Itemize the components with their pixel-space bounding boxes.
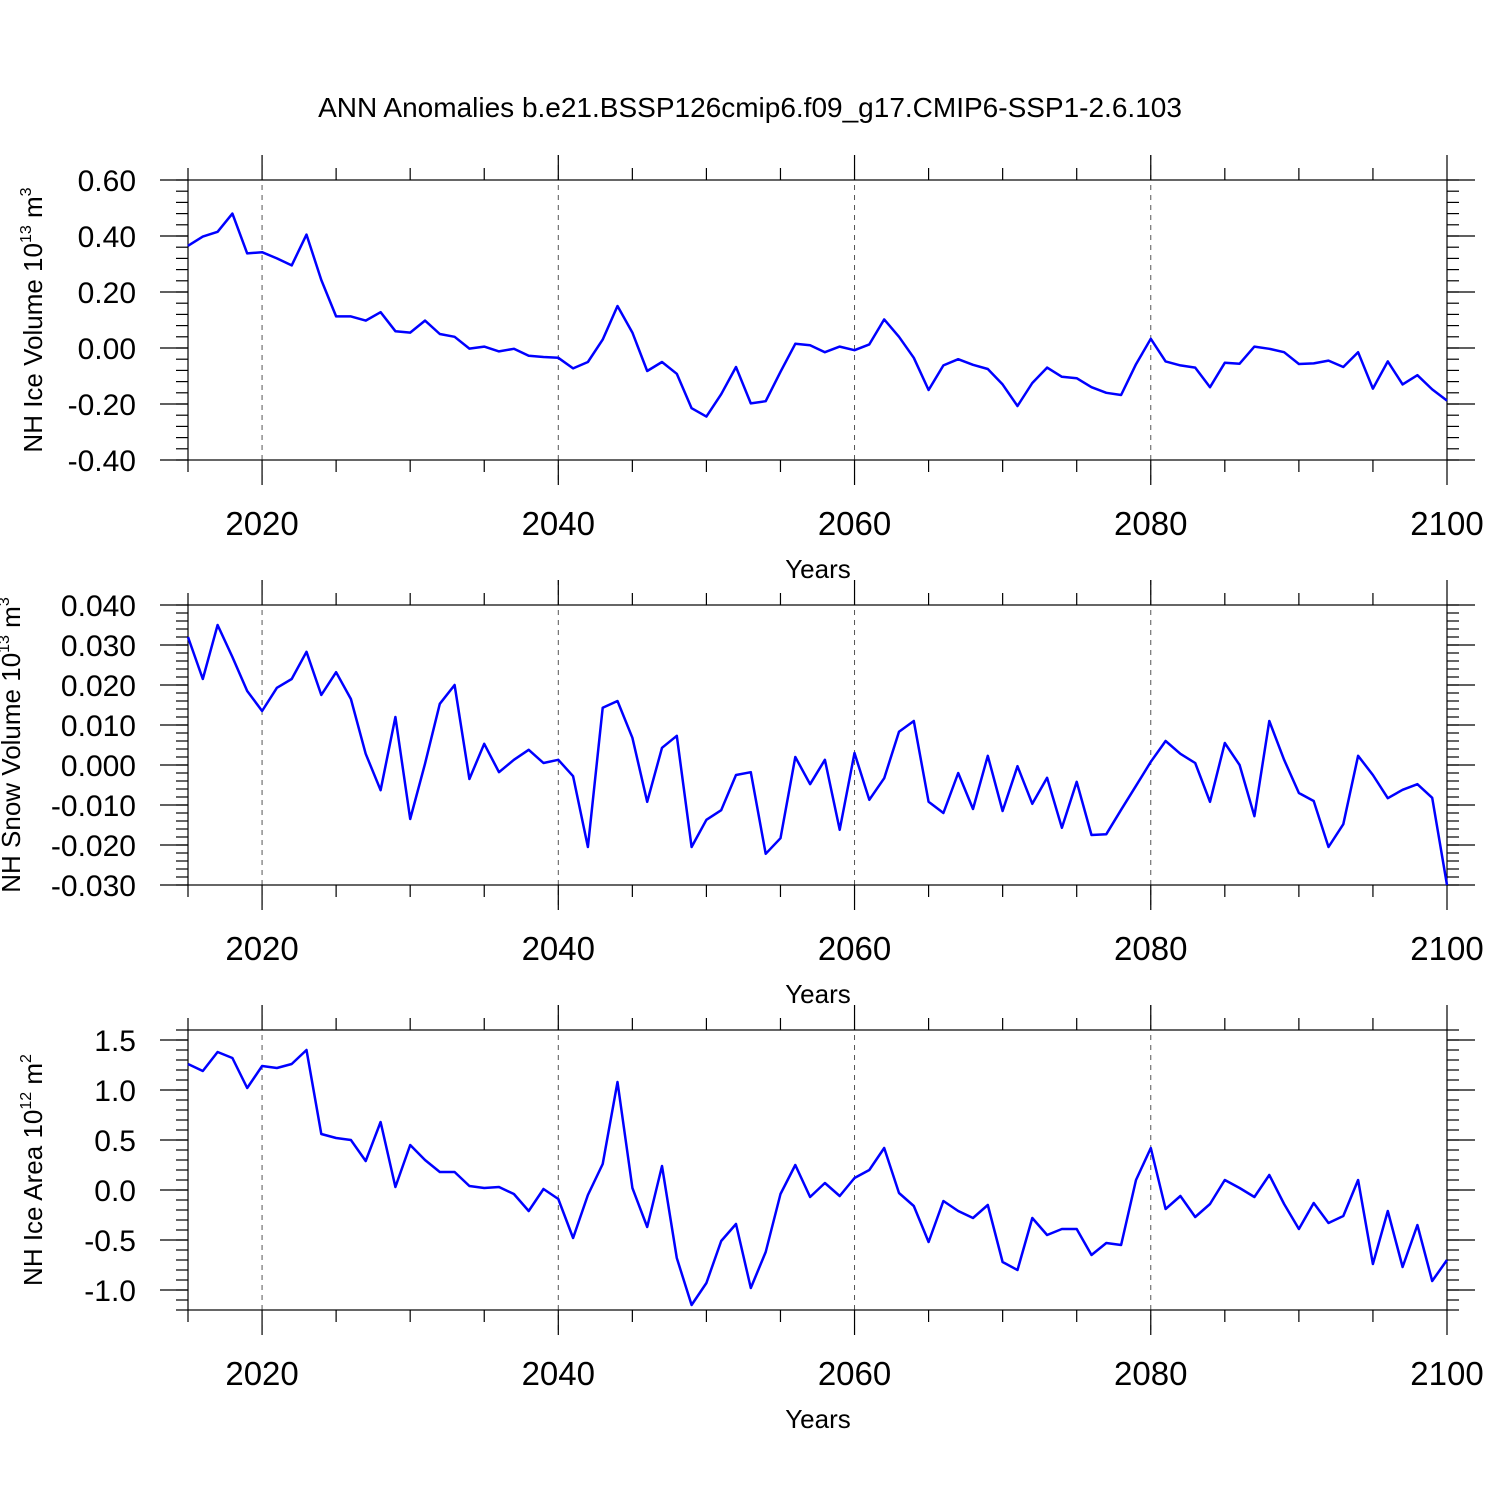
series-line-ice-area	[187, 1048, 1449, 1307]
plot-frame	[187, 1029, 1448, 1311]
y-axis-label-exponent: 13	[0, 635, 13, 653]
x-tick-label-2080: 2080	[1114, 505, 1187, 542]
chart-snow-volume: 2020 2040 2060 2080 2100 0.040 0.030 0.020 0.010…	[0, 580, 1484, 1009]
plot-frame	[187, 604, 1448, 886]
y-tick-label: -0.020	[51, 830, 136, 863]
y-axis-label-unit-exponent: 2	[18, 1054, 35, 1063]
y-tick-label: 0.040	[61, 590, 136, 623]
y-axis-label-exponent: 12	[18, 1092, 35, 1110]
y-tick-label: -1.0	[84, 1275, 136, 1308]
y-tick-label: 0.5	[94, 1125, 136, 1158]
y-tick-label: 0.0	[94, 1175, 136, 1208]
series-line-snow-volume	[186, 623, 1449, 886]
x-tick-label-2080: 2080	[1114, 930, 1187, 967]
y-axis-label-unit: m	[18, 1063, 48, 1092]
x-axis-label: Years	[785, 1404, 851, 1434]
y-axis-label: NH Ice Volume 1013 m3	[18, 187, 48, 452]
y-tick-label: 0.000	[61, 750, 136, 783]
x-axis-label: Years	[785, 554, 851, 584]
y-tick-label: -0.010	[51, 790, 136, 823]
x-tick-label-2040: 2040	[522, 930, 595, 967]
plot-frame	[187, 179, 1448, 461]
x-tick-label-2100: 2100	[1410, 1355, 1483, 1392]
y-axis-label: NH Snow Volume 1013 m3	[0, 597, 26, 893]
panels: 2020 2040 2060 2080 2100 0.60 0.40 0.20 0.00 -0.2…	[0, 155, 1484, 1434]
y-tick-label: 1.0	[94, 1075, 136, 1108]
figure-title: ANN Anomalies b.e21.BSSP126cmip6.f09_g17…	[318, 92, 1182, 123]
y-tick-label: -0.40	[68, 445, 136, 478]
y-tick-label: 0.60	[78, 165, 136, 198]
chart-ice-area: 2020 2040 2060 2080 2100 1.5 1.0 0.5 0.0 -0.5 -1.0…	[18, 1005, 1484, 1434]
y-tick-label: 0.030	[61, 630, 136, 663]
y-axis-label-exponent: 13	[18, 225, 35, 243]
x-tick-label-2060: 2060	[818, 930, 891, 967]
x-tick-label-2040: 2040	[522, 1355, 595, 1392]
y-axis-label-unit: m	[0, 606, 26, 635]
y-tick-label: 0.20	[78, 277, 136, 310]
y-axis-label-unit: m	[18, 196, 48, 225]
y-axis-label-main: NH Ice Volume 10	[18, 243, 48, 453]
x-tick-label-2020: 2020	[225, 930, 298, 967]
x-tick-label-2020: 2020	[225, 505, 298, 542]
y-axis-label-main: NH Snow Volume 10	[0, 653, 26, 893]
y-axis-label-unit-exponent: 3	[0, 597, 13, 606]
y-axis-label-unit-exponent: 3	[18, 187, 35, 196]
x-tick-label-2060: 2060	[818, 1355, 891, 1392]
chart-ice-volume: 2020 2040 2060 2080 2100 0.60 0.40 0.20 0.00 -0.2…	[18, 155, 1484, 584]
y-tick-label: 1.5	[94, 1025, 136, 1058]
y-tick-label: -0.20	[68, 389, 136, 422]
y-tick-label: -0.030	[51, 870, 136, 903]
y-tick-label: -0.5	[84, 1225, 136, 1258]
x-tick-label-2060: 2060	[818, 505, 891, 542]
x-axis-label: Years	[785, 979, 851, 1009]
y-tick-label: 0.40	[78, 221, 136, 254]
x-tick-label-2040: 2040	[522, 505, 595, 542]
y-tick-label: 0.00	[78, 333, 136, 366]
x-tick-label-2100: 2100	[1410, 930, 1483, 967]
y-axis-label-main: NH Ice Area 10	[18, 1110, 48, 1286]
y-tick-label: 0.010	[61, 710, 136, 743]
x-tick-label-2020: 2020	[225, 1355, 298, 1392]
x-tick-label-2080: 2080	[1114, 1355, 1187, 1392]
y-axis-label: NH Ice Area 1012 m2	[18, 1054, 48, 1286]
series-line-ice-volume	[187, 212, 1448, 418]
x-tick-label-2100: 2100	[1410, 505, 1483, 542]
y-tick-label: 0.020	[61, 670, 136, 703]
